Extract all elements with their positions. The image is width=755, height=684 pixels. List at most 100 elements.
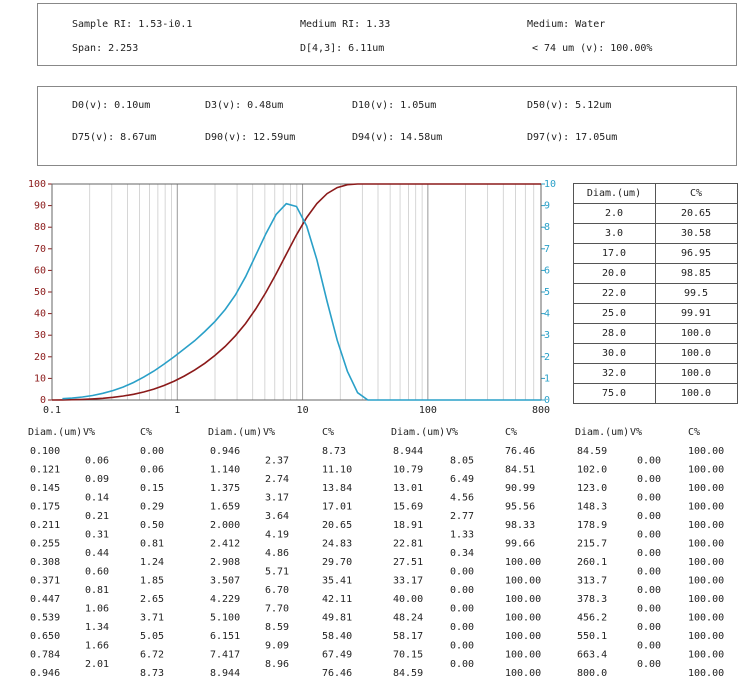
y2-tick-label: 6 bbox=[544, 265, 550, 276]
diam-cell: 1.140 bbox=[210, 465, 240, 476]
diam-cell: 0.650 bbox=[30, 631, 60, 642]
ctable-cell: 20.0 bbox=[602, 268, 626, 279]
summary-box bbox=[37, 3, 737, 66]
diam-cell: 8.944 bbox=[393, 446, 423, 457]
cumulative-cell: 2.65 bbox=[140, 594, 164, 605]
y-tick-label: 100 bbox=[28, 179, 46, 190]
y2-tick-label: 1 bbox=[544, 373, 550, 384]
volume-cell: 0.44 bbox=[85, 548, 109, 559]
volume-cell: 4.19 bbox=[265, 529, 289, 540]
diam-cell: 0.145 bbox=[30, 483, 60, 494]
plot-frame bbox=[51, 183, 542, 401]
cumulative-cell: 8.73 bbox=[140, 668, 164, 679]
volume-cell: 0.60 bbox=[85, 566, 109, 577]
volume-cell: 7.70 bbox=[265, 603, 289, 614]
diam-cell: 0.211 bbox=[30, 520, 60, 531]
diam-cell: 0.121 bbox=[30, 465, 60, 476]
cumulative-cell: 3.71 bbox=[140, 613, 164, 624]
ctable-cell: 28.0 bbox=[602, 328, 626, 339]
diam-cell: 58.17 bbox=[393, 631, 423, 642]
ctable-cell: 100.0 bbox=[681, 328, 711, 339]
cumulative-cell: 98.33 bbox=[505, 520, 535, 531]
y2-tick-label: 2 bbox=[544, 352, 550, 363]
diam-cell: 215.7 bbox=[577, 539, 607, 550]
volume-cell: 2.77 bbox=[450, 511, 474, 522]
diam-cell: 456.2 bbox=[577, 613, 607, 624]
diam-cell: 2.908 bbox=[210, 557, 240, 568]
ctable-cell: 2.0 bbox=[605, 208, 623, 219]
y2-tick-label: 4 bbox=[544, 309, 550, 320]
percentile-item: D3(v): 0.48um bbox=[205, 100, 283, 111]
cumulative-cell: 0.81 bbox=[140, 539, 164, 550]
ctable-cell: 100.0 bbox=[681, 388, 711, 399]
diam-cell: 800.0 bbox=[577, 668, 607, 679]
cumulative-cell: 100.00 bbox=[688, 465, 724, 476]
y2-tick-label: 7 bbox=[544, 244, 550, 255]
volume-cell: 0.06 bbox=[85, 455, 109, 466]
volume-cell: 0.00 bbox=[637, 492, 661, 503]
diam-cell: 0.175 bbox=[30, 502, 60, 513]
y-tick-label: 60 bbox=[34, 265, 46, 276]
diam-cell: 0.784 bbox=[30, 650, 60, 661]
diam-cell: 13.01 bbox=[393, 483, 423, 494]
percentile-item: D97(v): 17.05um bbox=[527, 132, 617, 143]
y-tick-label: 40 bbox=[34, 309, 46, 320]
percentile-item: D75(v): 8.67um bbox=[72, 132, 156, 143]
diam-cell: 178.9 bbox=[577, 520, 607, 531]
table-header: V% bbox=[83, 427, 95, 438]
cumulative-cell: 58.40 bbox=[322, 631, 352, 642]
y-tick-label: 30 bbox=[34, 330, 46, 341]
table-header: C% bbox=[505, 427, 517, 438]
x-tick-label: 10 bbox=[297, 405, 309, 416]
cumulative-cell: 0.15 bbox=[140, 483, 164, 494]
summary-item: D[4,3]: 6.11um bbox=[300, 43, 384, 54]
cumulative-cell: 0.06 bbox=[140, 465, 164, 476]
diam-cell: 6.151 bbox=[210, 631, 240, 642]
diam-cell: 0.447 bbox=[30, 594, 60, 605]
diam-cell: 260.1 bbox=[577, 557, 607, 568]
diam-cell: 70.15 bbox=[393, 650, 423, 661]
cumulative-cell: 6.72 bbox=[140, 650, 164, 661]
diam-cell: 0.539 bbox=[30, 613, 60, 624]
y2-tick-label: 8 bbox=[544, 222, 550, 233]
table-header: Diam.(um) bbox=[208, 427, 262, 438]
volume-cell: 2.74 bbox=[265, 474, 289, 485]
summary-item: Sample RI: 1.53-i0.1 bbox=[72, 19, 192, 30]
table-header: C% bbox=[140, 427, 152, 438]
volume-cell: 4.56 bbox=[450, 492, 474, 503]
diam-cell: 33.17 bbox=[393, 576, 423, 587]
diam-cell: 313.7 bbox=[577, 576, 607, 587]
diam-cell: 15.69 bbox=[393, 502, 423, 513]
ctable-cell: 22.0 bbox=[602, 288, 626, 299]
volume-cell: 0.00 bbox=[637, 622, 661, 633]
x-tick-label: 0.1 bbox=[43, 405, 61, 416]
volume-cell: 0.14 bbox=[85, 492, 109, 503]
cumulative-cell: 17.01 bbox=[322, 502, 352, 513]
cumulative-cell: 100.00 bbox=[688, 483, 724, 494]
summary-item: Medium: Water bbox=[527, 19, 605, 30]
volume-cell: 9.09 bbox=[265, 640, 289, 651]
diam-cell: 550.1 bbox=[577, 631, 607, 642]
cumulative-cell: 0.29 bbox=[140, 502, 164, 513]
volume-cell: 0.00 bbox=[450, 622, 474, 633]
volume-cell: 0.34 bbox=[450, 548, 474, 559]
ctable-cell: 20.65 bbox=[681, 208, 711, 219]
cumulative-cell: 100.00 bbox=[505, 557, 541, 568]
cumulative-cell: 49.81 bbox=[322, 613, 352, 624]
cumulative-cell: 8.73 bbox=[322, 446, 346, 457]
table-header: Diam.(um) bbox=[575, 427, 629, 438]
cumulative-cell: 76.46 bbox=[505, 446, 535, 457]
ctable-cell: 98.85 bbox=[681, 268, 711, 279]
ctable-cell: 3.0 bbox=[605, 228, 623, 239]
diam-cell: 0.371 bbox=[30, 576, 60, 587]
curve bbox=[62, 202, 541, 401]
cumulative-cell: 35.41 bbox=[322, 576, 352, 587]
volume-cell: 0.00 bbox=[450, 585, 474, 596]
cumulative-cell: 100.00 bbox=[688, 520, 724, 531]
table-header: Diam.(um) bbox=[28, 427, 82, 438]
volume-cell: 3.17 bbox=[265, 492, 289, 503]
volume-cell: 0.00 bbox=[637, 474, 661, 485]
ctable-cell: 99.5 bbox=[684, 288, 708, 299]
percentile-item: D10(v): 1.05um bbox=[352, 100, 436, 111]
